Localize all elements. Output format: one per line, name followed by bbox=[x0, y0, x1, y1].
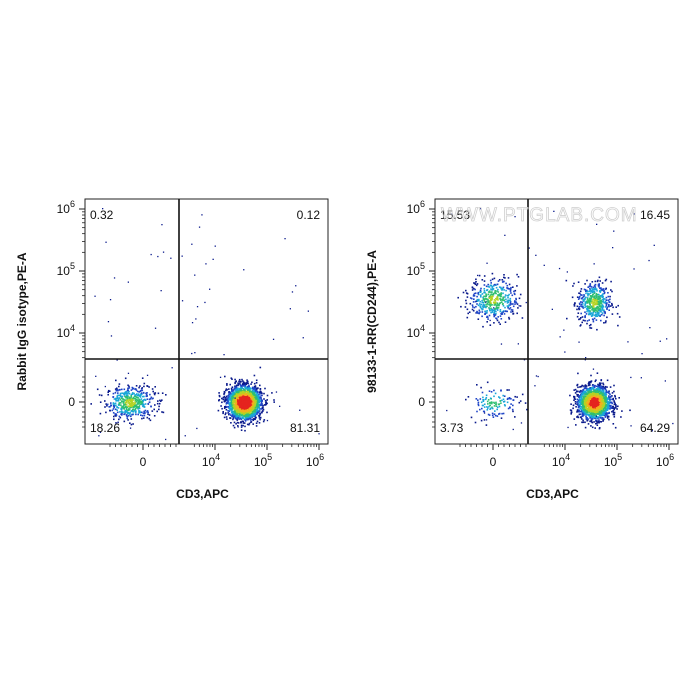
y-axis-title: 98133-1-RR(CD244),PE-A bbox=[365, 250, 379, 393]
x-axis-title: CD3,APC bbox=[176, 487, 229, 501]
quadrant-value-upper-left: 15.53 bbox=[440, 208, 470, 222]
watermark: WWW.PTGLAB.COM bbox=[441, 205, 638, 226]
population-3 bbox=[569, 372, 631, 430]
y-tick-label: 104 bbox=[57, 323, 75, 340]
y-tick-label: 106 bbox=[57, 199, 75, 216]
population-0 bbox=[457, 272, 524, 328]
plot-frame bbox=[84, 198, 329, 445]
y-tick-label: 104 bbox=[407, 323, 425, 340]
quadrant-value-lower-left: 18.26 bbox=[90, 421, 120, 435]
outlier-points bbox=[94, 208, 320, 441]
x-tick-label: 105 bbox=[604, 452, 622, 469]
x-tick-label: 106 bbox=[306, 452, 324, 469]
population-0 bbox=[90, 377, 167, 426]
x-tick-label: 104 bbox=[202, 452, 220, 469]
quadrant-value-lower-right: 64.29 bbox=[640, 421, 670, 435]
plot-frame bbox=[434, 198, 679, 445]
y-tick-label: 105 bbox=[57, 261, 75, 278]
x-tick-label: 0 bbox=[140, 455, 147, 469]
y-tick-label: 0 bbox=[68, 395, 75, 409]
y-tick-label: 106 bbox=[407, 199, 425, 216]
x-tick-label: 105 bbox=[254, 452, 272, 469]
y-axis-title: Rabbit IgG isotype,PE-A bbox=[15, 252, 29, 390]
population-1 bbox=[217, 366, 275, 432]
y-tick-label: 105 bbox=[407, 261, 425, 278]
quadrant-value-lower-left: 3.73 bbox=[440, 421, 464, 435]
population-1 bbox=[565, 276, 621, 331]
quadrant-value-lower-right: 81.31 bbox=[290, 421, 320, 435]
x-axis-title: CD3,APC bbox=[526, 487, 579, 501]
x-tick-label: 106 bbox=[656, 452, 674, 469]
event-points bbox=[90, 208, 320, 441]
quadrant-value-upper-right: 16.45 bbox=[640, 208, 670, 222]
x-tick-label: 0 bbox=[490, 455, 497, 469]
panel-cd244-stain: 15.53 16.45 3.73 64.29 0 104 105 106 0 104 105 106 C… bbox=[365, 198, 679, 501]
population-2 bbox=[465, 381, 528, 426]
y-tick-label: 0 bbox=[418, 395, 425, 409]
quadrant-value-upper-right: 0.12 bbox=[297, 208, 321, 222]
event-points bbox=[446, 208, 674, 432]
outlier-points bbox=[446, 208, 674, 432]
x-tick-label: 104 bbox=[552, 452, 570, 469]
panel-isotype-control: 0.32 0.12 18.26 81.31 0 104 105 106 0 104 105 106 CD… bbox=[15, 198, 329, 501]
quadrant-value-upper-left: 0.32 bbox=[90, 208, 114, 222]
